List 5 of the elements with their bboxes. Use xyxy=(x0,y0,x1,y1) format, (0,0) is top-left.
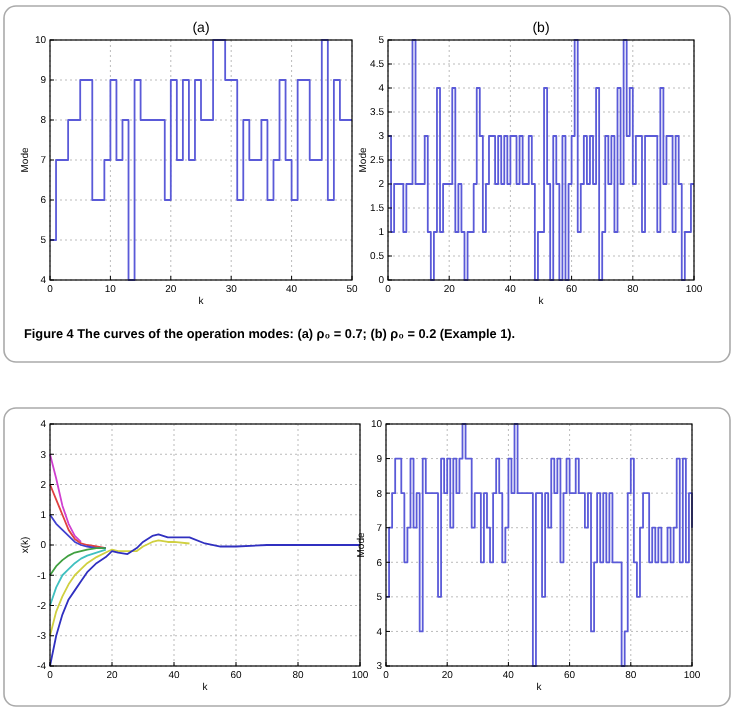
line-series xyxy=(49,539,191,637)
line-series xyxy=(49,548,107,607)
line-series xyxy=(49,453,82,543)
line-series xyxy=(49,483,107,549)
line-series xyxy=(49,547,107,577)
